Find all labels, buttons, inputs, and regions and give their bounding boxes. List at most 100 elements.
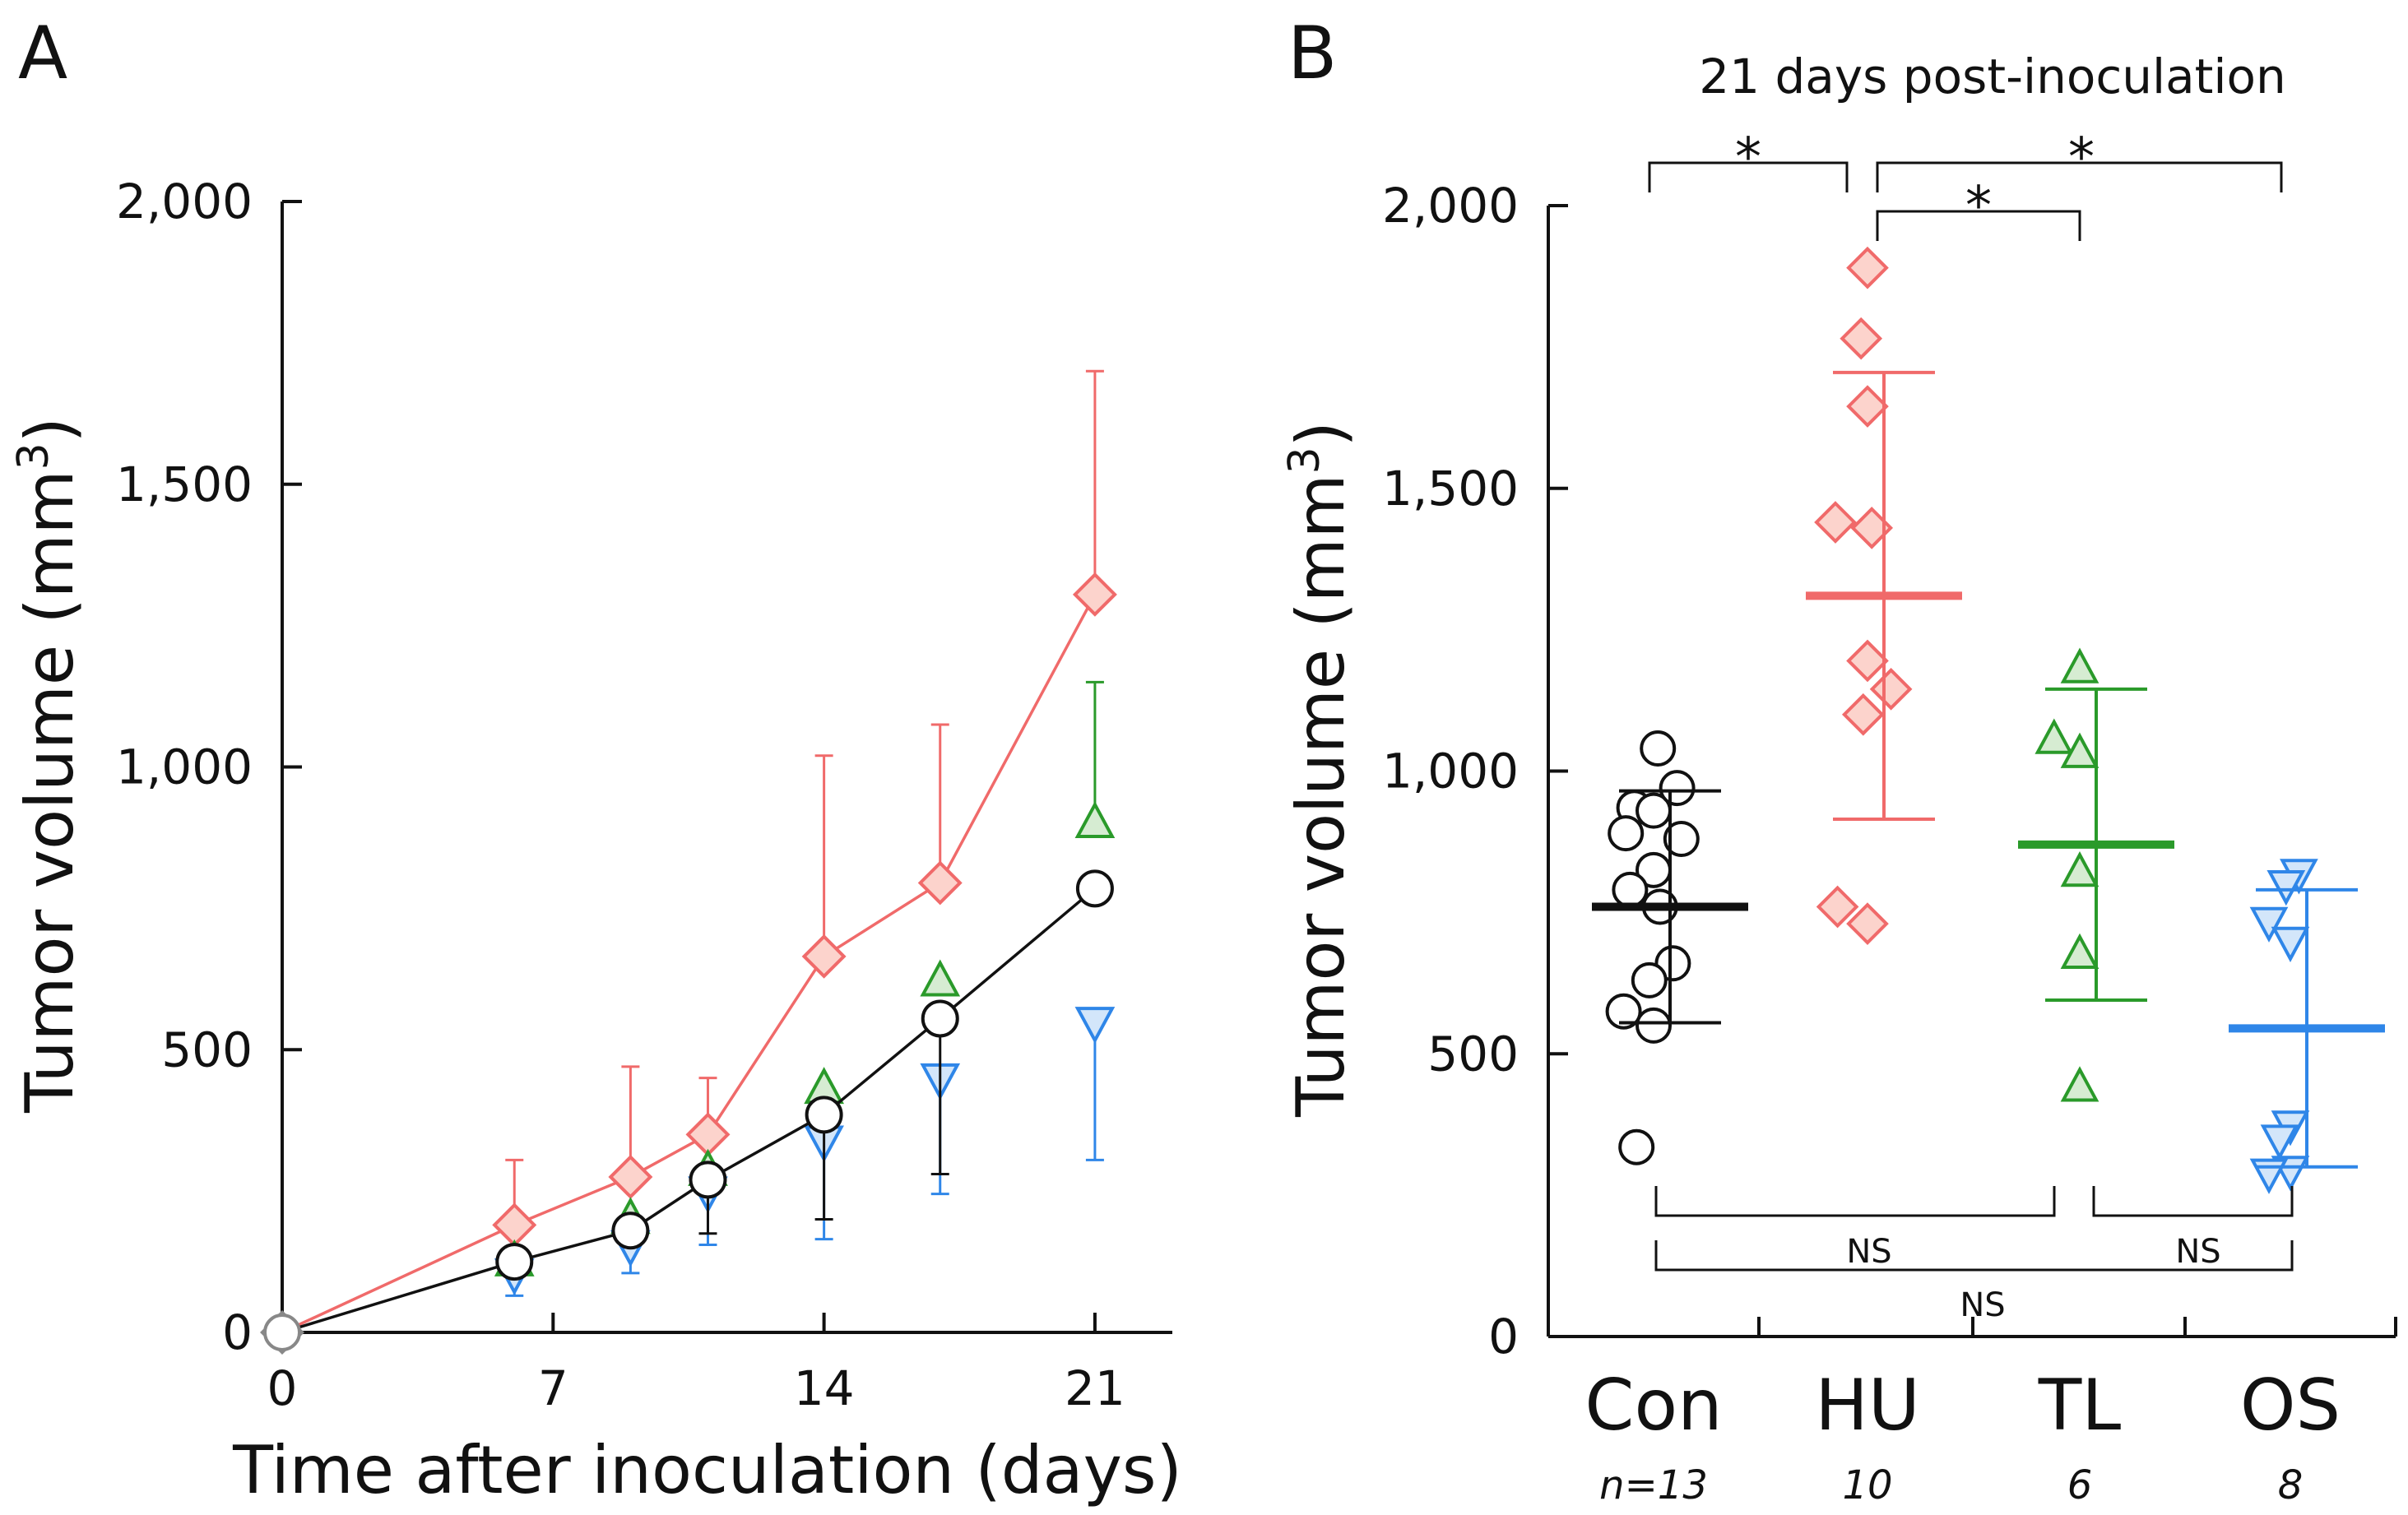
a-xtick-label: 7 — [538, 1360, 568, 1416]
b-point — [2060, 1066, 2099, 1102]
b-point — [1605, 993, 1642, 1030]
b-point — [1612, 871, 1649, 908]
b-category-label: OS — [2240, 1364, 2341, 1447]
b-point — [2266, 870, 2306, 906]
b-point — [1618, 1128, 1655, 1165]
b-point — [1846, 902, 1889, 945]
b-ytick-label: 1,000 — [1382, 744, 1519, 799]
a-point — [920, 959, 961, 997]
a-series-con — [263, 869, 1114, 1351]
a-ytick-label: 0 — [222, 1304, 253, 1360]
b-sig-label: * — [1735, 127, 1761, 188]
b-sig-label: * — [2068, 127, 2095, 188]
a-point — [917, 860, 963, 906]
a-point — [1075, 869, 1114, 908]
panel-a-y-axis-title-sup: 3 — [9, 442, 58, 470]
b-point — [1814, 501, 1857, 544]
b-sig-bracket — [1654, 1186, 2056, 1217]
b-point — [1631, 961, 1668, 998]
panel-a-y-axis-title: Tumor volume (mm3) — [9, 417, 88, 1114]
b-point — [2260, 1124, 2299, 1161]
panel-a-y-ticks: 0 500 1,000 1,500 2,000 — [116, 174, 302, 1360]
a-point — [801, 934, 847, 979]
a-point — [495, 1243, 534, 1281]
a-series-tl — [494, 680, 1116, 1276]
b-sig-label: * — [1965, 176, 1992, 237]
b-group-tl — [2018, 647, 2174, 1102]
b-point — [1840, 317, 1883, 360]
b-sig-bracket — [2092, 1186, 2294, 1217]
a-point — [1074, 800, 1116, 838]
panel-a-y-axis-title-close: ) — [12, 417, 88, 442]
a-point — [685, 1112, 731, 1157]
panel-b-y-axis-title-close: ) — [1283, 421, 1359, 447]
panel-b-subtitle: 21 days post-inoculation — [1699, 49, 2286, 104]
a-point — [263, 1313, 301, 1351]
a-point — [611, 1212, 650, 1250]
b-ytick-label: 0 — [1488, 1309, 1519, 1364]
b-group-hu — [1806, 246, 1962, 945]
b-point — [2060, 732, 2099, 768]
panel-a: A 0 500 1,000 1,500 2,000 0 7 14 21 Time after … — [9, 11, 1182, 1508]
b-category-label: HU — [1815, 1364, 1920, 1447]
panel-b-y-axis-title: Tumor volume (mm3) — [1280, 421, 1359, 1118]
a-point — [805, 1096, 843, 1134]
b-point — [1846, 246, 1889, 290]
a-point — [1074, 1007, 1116, 1045]
b-n-label: 6 — [2067, 1462, 2093, 1508]
b-point — [2249, 1158, 2289, 1194]
b-sig-label: NS — [1960, 1286, 2005, 1324]
b-point — [1846, 639, 1889, 683]
a-xtick-label: 0 — [267, 1360, 298, 1416]
b-point — [1846, 385, 1889, 428]
a-ytick-label: 1,000 — [116, 739, 253, 795]
b-point — [2060, 933, 2099, 969]
b-point — [2249, 906, 2289, 943]
b-sig-bracket — [1876, 161, 2283, 192]
b-point — [2060, 647, 2099, 683]
b-ytick-label: 1,500 — [1382, 461, 1519, 517]
b-point — [1659, 770, 1696, 807]
b-sig-bracket — [1648, 161, 1849, 192]
panel-b-y-axis-title-main: Tumor volume (mm — [1283, 474, 1359, 1117]
b-point — [1608, 815, 1645, 852]
b-point — [1663, 821, 1700, 857]
panel-a-y-axis-title-main: Tumor volume (mm — [12, 470, 88, 1113]
b-point — [2271, 926, 2310, 962]
b-category-label: TL — [2038, 1364, 2122, 1447]
a-ytick-label: 2,000 — [116, 174, 253, 229]
b-n-label: n=13 — [1599, 1462, 1708, 1508]
b-point — [2060, 851, 2099, 887]
panel-a-x-ticks: 0 7 14 21 — [267, 1313, 1125, 1416]
b-point — [1816, 885, 1859, 929]
b-point — [1640, 730, 1677, 767]
a-point — [492, 1202, 537, 1248]
a-series-line — [281, 593, 1097, 1334]
panel-b-y-ticks: 0 500 1,000 1,500 2,000 — [1382, 178, 1568, 1364]
b-ytick-label: 500 — [1427, 1026, 1519, 1082]
b-n-label: 8 — [2278, 1462, 2304, 1508]
panel-b-x-ticks: Con n=13 HU 10 TL 6 OS 8 — [1584, 1317, 2397, 1508]
b-point — [1635, 1007, 1672, 1044]
a-xtick-label: 14 — [794, 1360, 855, 1416]
panel-a-x-axis-title: Time after inoculation (days) — [232, 1432, 1182, 1508]
b-sig-bracket — [1654, 1240, 2294, 1272]
b-sig-label: NS — [2175, 1233, 2220, 1271]
a-point — [608, 1154, 653, 1199]
panel-b-letter: B — [1288, 11, 1337, 95]
b-ytick-label: 2,000 — [1382, 178, 1519, 234]
panel-b-significance: * * * NS NS NS — [1648, 127, 2294, 1324]
b-point — [1869, 667, 1913, 711]
a-series-line — [281, 887, 1097, 1334]
a-point — [689, 1161, 727, 1199]
panel-b: B 21 days post-inoculation 0 500 1,000 1,50… — [1280, 11, 2397, 1508]
a-ytick-label: 500 — [161, 1022, 253, 1077]
b-sig-label: NS — [1846, 1233, 1891, 1271]
a-ytick-label: 1,500 — [116, 456, 253, 512]
b-sig-bracket — [1876, 210, 2081, 241]
b-point — [2035, 718, 2074, 754]
b-group-con — [1592, 730, 1748, 1165]
a-series-hu — [260, 369, 1117, 1355]
b-category-label: Con — [1584, 1364, 1722, 1447]
